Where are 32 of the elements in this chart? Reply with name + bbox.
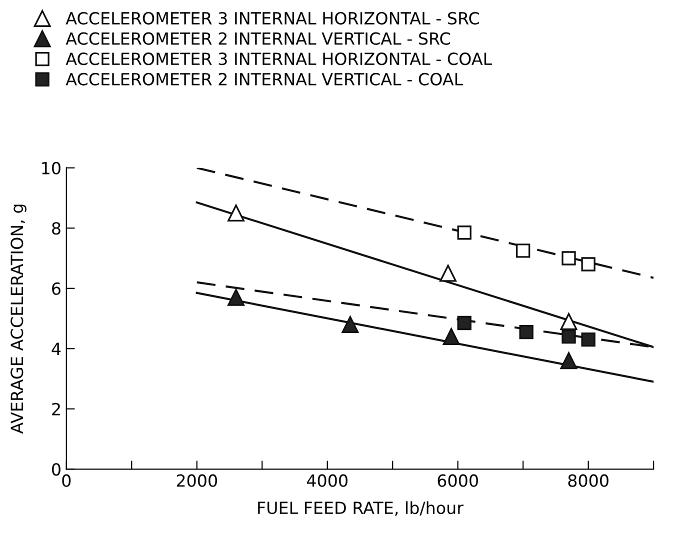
x-tick-label: 4000 xyxy=(306,474,348,487)
legend-label: ACCELEROMETER 3 INTERNAL HORIZONTAL - SRC xyxy=(66,12,479,25)
legend-label: ACCELEROMETER 2 INTERNAL VERTICAL - COAL xyxy=(66,72,463,86)
x-tick-label: 0 xyxy=(62,474,71,487)
point xyxy=(562,329,576,344)
x-axis-title: FUEL FEED RATE, lb/hour xyxy=(258,501,464,516)
point xyxy=(442,328,460,346)
point xyxy=(581,257,596,272)
y-tick-label: 2 xyxy=(52,402,60,416)
x-tick-label: 8000 xyxy=(568,474,608,487)
legend-label: ACCELEROMETER 2 INTERNAL VERTICAL - SRC xyxy=(66,32,450,45)
y-tick-label: 10 xyxy=(42,162,60,174)
point xyxy=(516,244,530,258)
point xyxy=(560,313,578,330)
x-tick-label: 6000 xyxy=(438,474,478,487)
y-tick-label: 8 xyxy=(52,222,60,235)
point xyxy=(519,324,534,340)
point xyxy=(581,332,596,347)
legend-label: ACCELEROMETER 3 INTERNAL HORIZONTAL - COAL xyxy=(66,52,492,66)
x-tick-label: 2000 xyxy=(176,474,217,487)
point xyxy=(457,316,472,330)
y-tick-label: 0 xyxy=(52,463,60,476)
point xyxy=(228,204,245,222)
point xyxy=(228,288,245,306)
point xyxy=(560,352,578,370)
y-axis-title: AVERAGE ACCELERATION, g xyxy=(10,204,26,434)
point xyxy=(457,226,472,240)
point xyxy=(562,251,576,266)
point xyxy=(342,316,359,333)
point xyxy=(440,264,457,282)
y-tick-label: 6 xyxy=(52,282,60,295)
y-tick-label: 4 xyxy=(52,342,61,355)
